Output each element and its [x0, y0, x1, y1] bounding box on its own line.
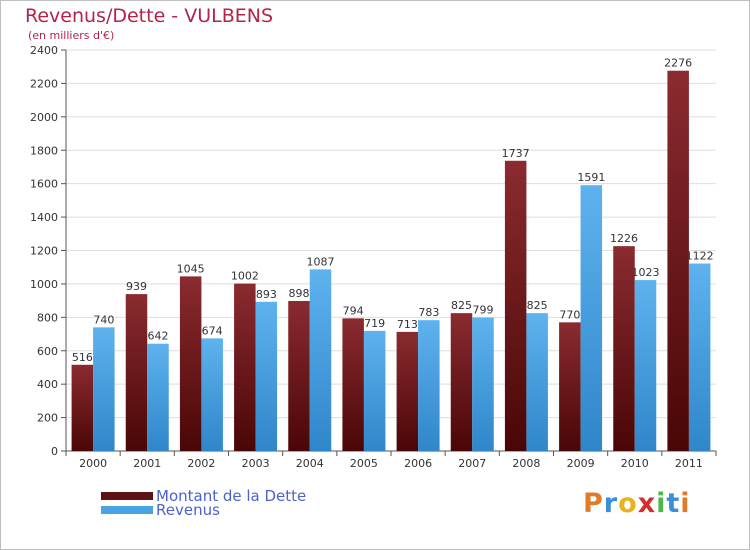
legend-swatch-debt: [101, 492, 153, 500]
brand-letter: t: [666, 488, 681, 519]
y-tick-label: 1800: [30, 144, 58, 157]
bar-debt: [288, 300, 310, 451]
data-label-revenue: 893: [256, 288, 277, 301]
bar-revenue: [93, 327, 115, 451]
brand-letter: P: [583, 488, 604, 519]
bar-revenue: [634, 280, 657, 451]
data-label-revenue: 799: [473, 304, 494, 317]
y-tick-label: 2200: [30, 77, 58, 90]
y-tick-label: 1000: [30, 278, 58, 291]
x-tick-label: 2010: [621, 457, 649, 470]
bars-layer: [71, 70, 711, 452]
x-tick-label: 2001: [133, 457, 161, 470]
x-tick-label: 2002: [187, 457, 215, 470]
bar-debt: [71, 364, 94, 451]
data-label-revenue: 825: [527, 299, 548, 312]
data-label-revenue: 740: [93, 313, 114, 326]
data-label-debt: 770: [559, 308, 580, 321]
bar-debt: [125, 294, 148, 451]
data-label-revenue: 783: [418, 306, 439, 319]
data-label-revenue: 1023: [632, 266, 660, 279]
y-tick-label: 200: [37, 412, 58, 425]
data-label-debt: 898: [289, 287, 310, 300]
bar-revenue: [526, 313, 548, 451]
x-tick-label: 2004: [296, 457, 324, 470]
x-tick-label: 2003: [242, 457, 270, 470]
data-label-debt: 713: [397, 318, 418, 331]
x-tick-label: 2005: [350, 457, 378, 470]
data-label-debt: 516: [72, 351, 93, 364]
bar-debt: [450, 313, 473, 451]
legend-swatch-revenue: [101, 506, 153, 514]
grid-layer: [66, 49, 716, 452]
bar-revenue: [580, 185, 603, 451]
legend-label-revenue: Revenus: [156, 501, 220, 519]
chart-title: Revenus/Dette - VULBENS: [25, 5, 274, 27]
bar-revenue: [472, 317, 494, 451]
brand-logo: Proxiti: [583, 488, 691, 519]
y-tick-label: 1400: [30, 211, 58, 224]
bar-debt: [234, 283, 256, 451]
data-label-revenue: 1122: [686, 250, 714, 263]
data-label-debt: 2276: [664, 57, 692, 70]
y-tick-label: 800: [37, 311, 58, 324]
bar-revenue: [418, 320, 440, 451]
bar-revenue: [309, 269, 332, 451]
x-tick-label: 2006: [404, 457, 432, 470]
brand-letter: i: [680, 488, 691, 519]
bar-debt: [559, 322, 581, 451]
x-tick-label: 2009: [567, 457, 595, 470]
chart-subtitle: (en milliers d'€): [28, 29, 115, 42]
x-tick-label: 2000: [79, 457, 107, 470]
data-label-debt: 1737: [502, 147, 530, 160]
y-tick-label: 400: [37, 378, 58, 391]
legend-item-revenue: Revenus: [101, 501, 220, 519]
bar-debt: [613, 246, 635, 451]
data-label-debt: 1226: [610, 232, 638, 245]
bar-revenue: [363, 330, 386, 451]
y-tick-label: 1600: [30, 178, 58, 191]
bar-debt: [667, 70, 689, 452]
x-tick-label: 2008: [512, 457, 540, 470]
bar-debt: [396, 331, 419, 451]
data-label-revenue: 674: [202, 324, 223, 337]
x-tick-label: 2011: [675, 457, 703, 470]
brand-letter: r: [603, 488, 619, 519]
data-label-debt: 794: [343, 304, 364, 317]
legend-item-debt: Montant de la Dette: [101, 487, 306, 505]
y-tick-label: 2000: [30, 111, 58, 124]
bar-revenue: [255, 301, 278, 451]
y-tick-label: 2400: [30, 44, 58, 57]
data-label-debt: 1045: [177, 262, 205, 275]
data-label-debt: 939: [126, 280, 147, 293]
brand-letter: x: [637, 488, 657, 519]
data-label-revenue: 1591: [577, 171, 605, 184]
brand-letter: i: [656, 488, 667, 519]
axis-layer: 0 200 400 600 800 1000 1200 1400 1600 1800 2000 220…: [30, 44, 717, 470]
bar-revenue: [201, 338, 223, 451]
data-label-revenue: 642: [148, 330, 169, 343]
bar-debt: [342, 318, 364, 451]
y-tick-label: 1200: [30, 245, 58, 258]
data-label-revenue: 1087: [307, 255, 335, 268]
bar-debt: [179, 276, 202, 451]
bar-debt: [504, 160, 527, 451]
data-label-revenue: 719: [364, 317, 385, 330]
legend-label-debt: Montant de la Dette: [156, 487, 307, 505]
y-tick-label: 0: [51, 445, 58, 458]
bar-revenue: [147, 343, 169, 451]
data-label-debt: 1002: [231, 270, 259, 283]
y-tick-label: 600: [37, 345, 58, 358]
brand-letter: o: [618, 488, 638, 519]
bar-revenue: [688, 263, 711, 451]
data-label-debt: 825: [451, 299, 472, 312]
x-tick-label: 2007: [458, 457, 486, 470]
